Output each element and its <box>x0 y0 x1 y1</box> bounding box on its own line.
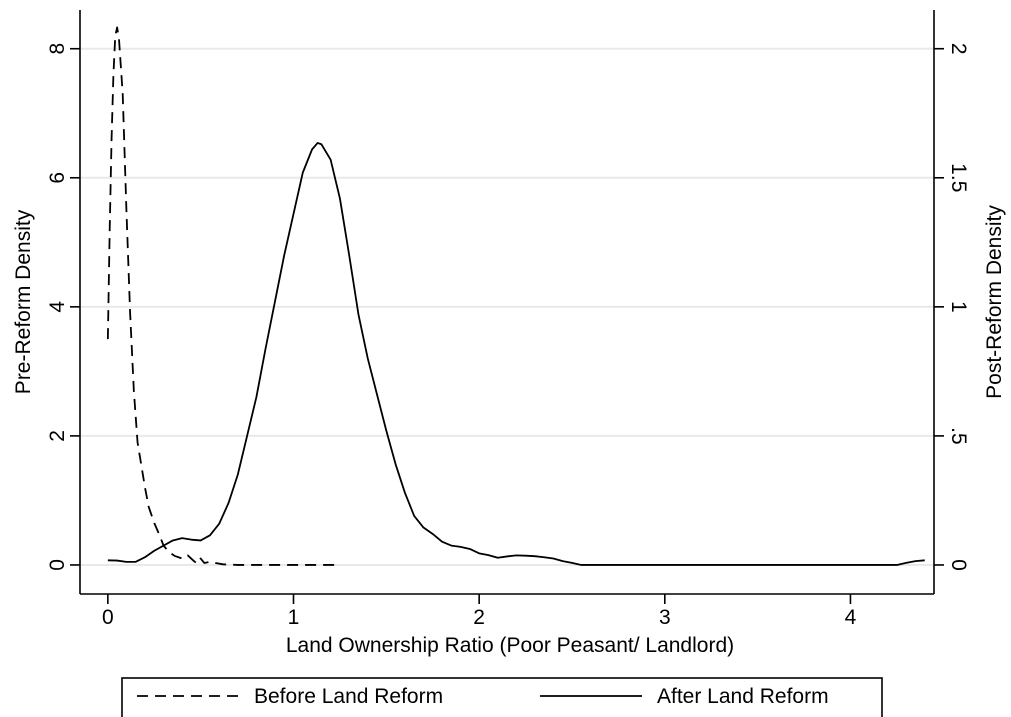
x-tick-label-4: 4 <box>845 606 857 629</box>
series <box>106 26 925 566</box>
right-y-axis-title: Post-Reform Density <box>983 205 1006 399</box>
left-y-axis-title: Pre-Reform Density <box>12 209 35 394</box>
before-reform-line <box>106 26 340 566</box>
left-y-tick-label-1: 2 <box>46 430 69 442</box>
right-y-tick-label-3: 1.5 <box>947 163 970 192</box>
right-y-tick-label-2: 1 <box>947 301 970 313</box>
x-axis-title: Land Ownership Ratio (Poor Peasant/ Land… <box>286 634 734 657</box>
right-y-tick-label-4: 2 <box>947 43 970 55</box>
grid-lines <box>81 47 933 566</box>
x-tick-label-1: 1 <box>288 606 300 629</box>
left-y-tick-label-2: 4 <box>46 301 69 313</box>
x-tick-label-3: 3 <box>659 606 671 629</box>
right-y-tick-label-1: .5 <box>947 427 970 445</box>
legend: Before Land Reform After Land Reform <box>121 677 883 717</box>
legend-box <box>121 677 883 717</box>
ticks: 0 2 4 6 8 0 .5 1 1.5 2 0 1 2 3 4 <box>46 43 970 629</box>
after-reform-line <box>107 142 925 566</box>
legend-label-after: After Land Reform <box>657 685 829 708</box>
x-tick-label-2: 2 <box>473 606 485 629</box>
left-y-tick-label-4: 8 <box>46 43 69 55</box>
x-tick-label-0: 0 <box>102 606 114 629</box>
left-y-tick-label-3: 6 <box>46 172 69 184</box>
axes <box>79 10 935 595</box>
legend-label-before: Before Land Reform <box>254 685 443 708</box>
left-y-tick-label-0: 0 <box>46 559 69 571</box>
right-y-tick-label-0: 0 <box>947 559 970 571</box>
